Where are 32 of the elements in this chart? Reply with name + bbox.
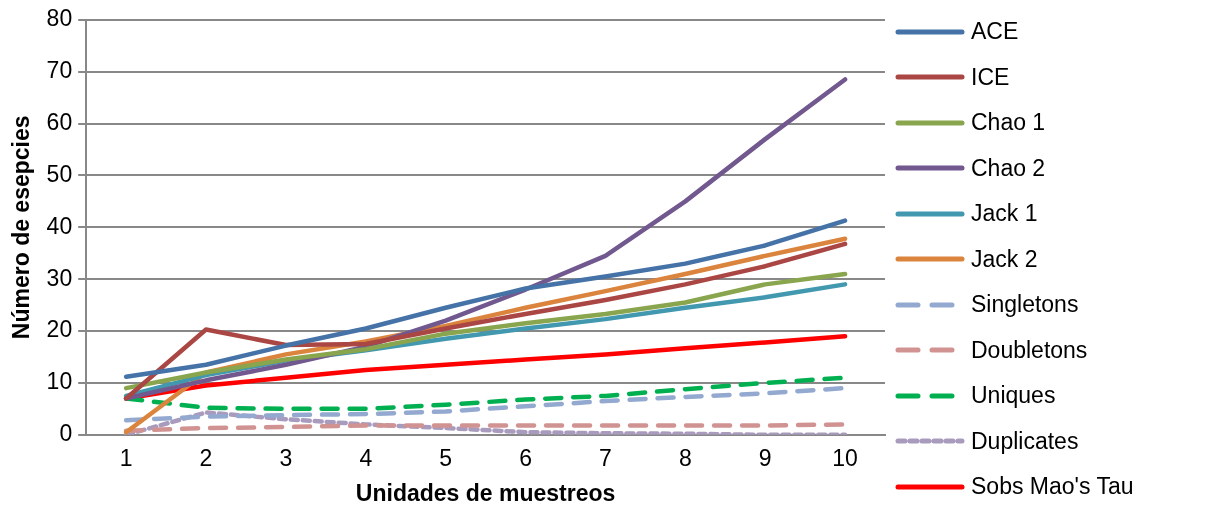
legend-label: Jack 1	[971, 200, 1038, 228]
legend-label: Doubletons	[971, 336, 1088, 364]
x-tick-label: 8	[678, 444, 692, 471]
x-tick-label: 4	[359, 444, 373, 471]
y-tick-label: 40	[46, 212, 73, 239]
legend-label: Sobs Mao's Tau	[971, 473, 1134, 501]
y-tick-label: 80	[46, 5, 73, 32]
y-tick-label: 0	[59, 420, 73, 447]
y-tick-label: 10	[46, 368, 73, 395]
legend-label: Singletons	[971, 291, 1079, 319]
x-tick-label: 5	[439, 444, 453, 471]
y-tick-label: 60	[46, 108, 73, 135]
y-tick-label: 70	[46, 57, 73, 84]
x-tick-label: 1	[119, 444, 133, 471]
x-tick-label: 9	[758, 444, 772, 471]
y-tick-label: 50	[46, 160, 73, 187]
legend-label: Uniques	[971, 382, 1056, 410]
x-tick-label: 7	[599, 444, 612, 471]
legend-label: Duplicates	[971, 427, 1079, 455]
y-tick-label: 20	[46, 316, 73, 343]
y-axis-title: Número de esepcies	[8, 115, 35, 340]
legend-label: ACE	[971, 18, 1019, 46]
x-tick-label: 3	[279, 444, 293, 471]
x-tick-label: 2	[199, 444, 213, 471]
legend-label: Jack 2	[971, 245, 1038, 273]
x-tick-label: 10	[832, 444, 858, 471]
x-tick-label: 6	[519, 444, 532, 471]
y-tick-label: 30	[46, 264, 73, 291]
legend-label: ICE	[971, 63, 1010, 91]
legend-label: Chao 1	[971, 109, 1046, 137]
x-axis-title: Unidades de muestreos	[355, 479, 616, 506]
legend-label: Chao 2	[971, 154, 1046, 182]
